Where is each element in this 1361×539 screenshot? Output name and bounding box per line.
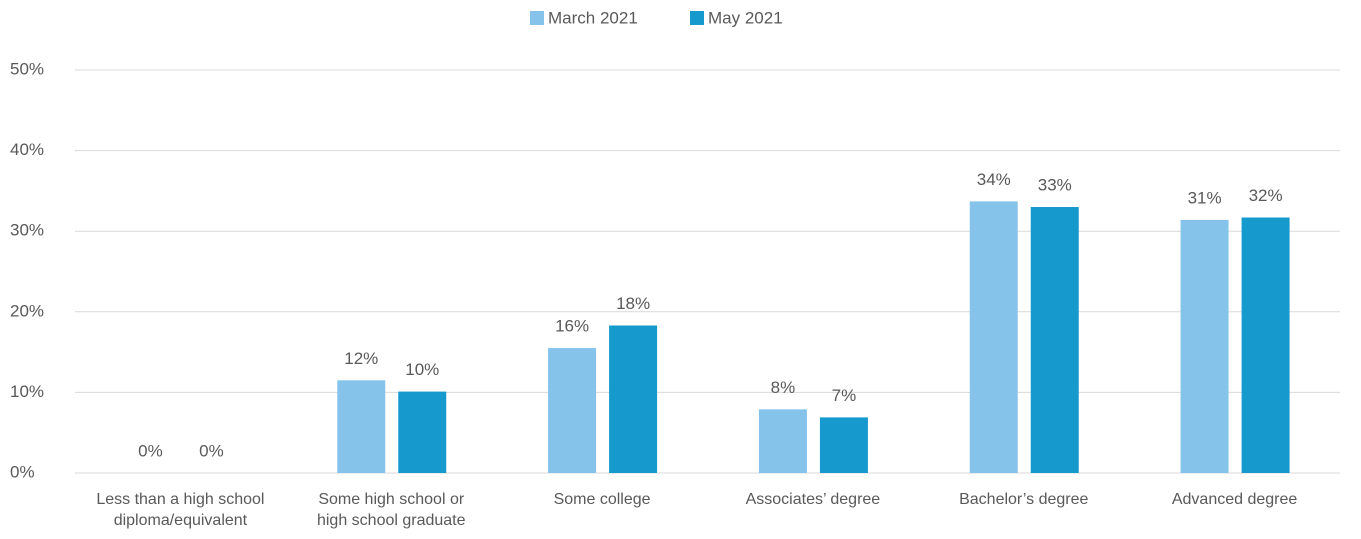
- y-tick-label: 20%: [10, 301, 44, 320]
- data-label: 34%: [977, 170, 1011, 189]
- data-label: 16%: [555, 317, 589, 336]
- legend-label: May 2021: [708, 8, 783, 27]
- y-tick-label: 30%: [10, 221, 44, 240]
- y-tick-label: 50%: [10, 59, 44, 78]
- data-label: 10%: [405, 360, 439, 379]
- bar: [1241, 217, 1290, 473]
- data-label: 32%: [1249, 186, 1283, 205]
- y-tick-label: 40%: [10, 140, 44, 159]
- bar: [1030, 207, 1079, 473]
- x-tick-label: Less than a high school diploma/equivale…: [96, 491, 265, 529]
- legend-swatch: [690, 11, 704, 25]
- y-tick-label: 0%: [10, 462, 35, 481]
- x-tick-label: Associates’ degree: [745, 491, 881, 508]
- bar: [969, 201, 1018, 474]
- legend-label: March 2021: [548, 8, 638, 27]
- data-label: 0%: [138, 441, 163, 460]
- bar: [548, 348, 597, 473]
- bar: [1180, 219, 1229, 473]
- data-label: 0%: [199, 441, 224, 460]
- data-label: 33%: [1038, 176, 1072, 195]
- x-tick-label: Bachelor’s degree: [959, 491, 1089, 508]
- x-tick-label: Advanced degree: [1171, 491, 1298, 508]
- data-label: 7%: [832, 386, 857, 405]
- data-label: 18%: [616, 294, 650, 313]
- legend-swatch: [530, 11, 544, 25]
- bar: [337, 380, 386, 473]
- x-tick-label: Some college: [553, 491, 651, 508]
- y-tick-label: 10%: [10, 382, 44, 401]
- data-label: 12%: [344, 349, 378, 368]
- x-tick-label: Some high school or high school graduate: [316, 491, 466, 529]
- data-label: 31%: [1188, 188, 1222, 207]
- bar: [609, 325, 658, 473]
- bar: [819, 417, 868, 473]
- bar: [398, 391, 447, 473]
- bar: [758, 409, 807, 473]
- data-label: 8%: [771, 378, 796, 397]
